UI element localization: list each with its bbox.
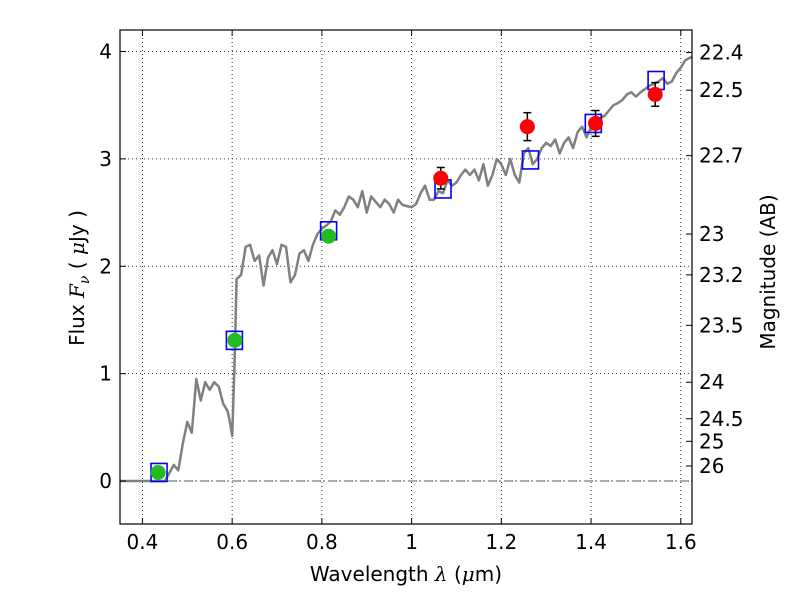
right-tick-label: 24.5 bbox=[699, 407, 744, 431]
right-tick-label: 23.5 bbox=[699, 313, 744, 337]
x-tick-label: 0.8 bbox=[306, 530, 338, 554]
plot-frame bbox=[119, 29, 693, 525]
right-tick-label: 22.7 bbox=[699, 144, 744, 168]
y-tick-label: 0 bbox=[99, 469, 112, 493]
y-tick-label: 4 bbox=[99, 39, 112, 63]
detection-point-green bbox=[321, 228, 337, 244]
right-tick-label: 23 bbox=[699, 222, 724, 246]
x-axis-label: Wavelength λ (μm) bbox=[310, 562, 502, 586]
axis-ticks bbox=[120, 30, 692, 524]
x-tick-label: 1.4 bbox=[575, 530, 607, 554]
x-tick-label: 0.4 bbox=[127, 530, 159, 554]
model-flux-square bbox=[225, 330, 244, 351]
right-tick-label: 25 bbox=[699, 429, 724, 453]
detection-point-green bbox=[227, 332, 243, 348]
detection-point-red bbox=[519, 119, 535, 135]
series-layer bbox=[120, 55, 693, 483]
y-axis-label: Flux Fν ( μJy ) bbox=[65, 210, 93, 346]
x-tick-label: 1.2 bbox=[485, 530, 517, 554]
y-tick-label: 3 bbox=[99, 147, 112, 171]
right-tick-label: 24 bbox=[699, 370, 724, 394]
x-tick-label: 1.6 bbox=[665, 530, 697, 554]
x-tick-label: 0.6 bbox=[216, 530, 248, 554]
right-tick-label: 23.2 bbox=[699, 263, 744, 287]
right-tick-label: 26 bbox=[699, 454, 724, 478]
right-tick-label: 22.4 bbox=[699, 41, 744, 65]
detection-point-red bbox=[433, 170, 449, 186]
y-tick-label: 1 bbox=[99, 362, 112, 386]
detection-point-red bbox=[647, 86, 663, 102]
model-flux-square bbox=[521, 150, 540, 170]
right-tick-label: 22.5 bbox=[699, 78, 744, 102]
detection-point-red bbox=[588, 115, 604, 131]
x-tick-label: 1 bbox=[405, 530, 418, 554]
y-axis-right-label: Magnitude (AB) bbox=[756, 194, 780, 349]
detection-point-green bbox=[150, 464, 166, 480]
y-tick-label: 2 bbox=[99, 254, 112, 278]
